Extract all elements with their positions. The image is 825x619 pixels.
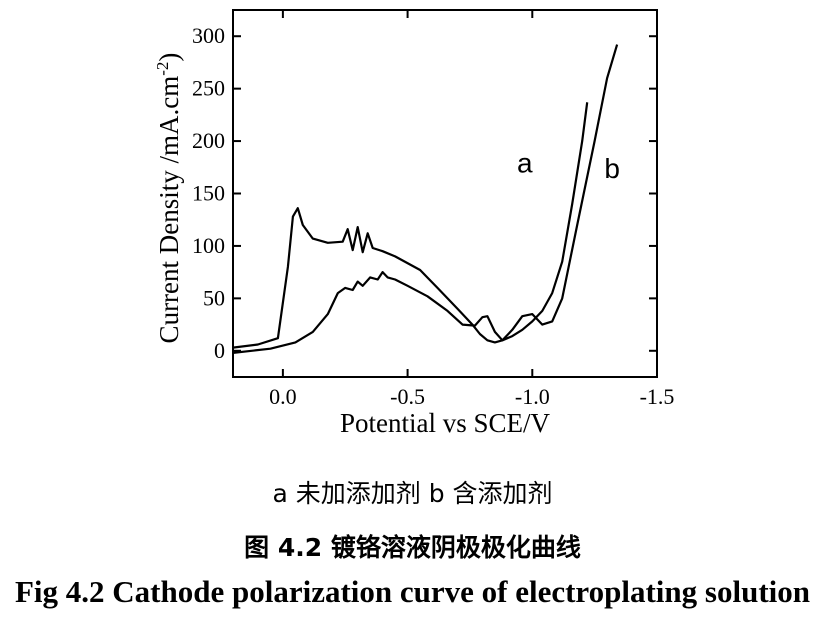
x-tick-label: -0.5 <box>390 384 425 409</box>
y-axis-label-main: Current Density /mA.cm <box>154 76 184 344</box>
x-tick-label: -1.5 <box>640 384 675 409</box>
figure-caption-chinese: 图 4.2 镀铬溶液阴极极化曲线 <box>244 533 581 562</box>
figure-caption-english: Fig 4.2 Cathode polarization curve of el… <box>14 574 811 609</box>
y-tick-label: 200 <box>192 128 225 153</box>
x-tick-label: 0.0 <box>269 384 297 409</box>
y-tick-label: 300 <box>192 23 225 48</box>
y-axis-label-close: ) <box>154 53 184 62</box>
series-line-b <box>232 44 619 354</box>
y-tick-label: 50 <box>203 285 225 310</box>
curve-label-b: b <box>604 153 620 184</box>
x-tick-label: -1.0 <box>515 384 550 409</box>
series-group <box>232 44 619 354</box>
y-axis-label: Current Density /mA.cm-2) <box>153 53 184 344</box>
x-axis-label: Potential vs SCE/V <box>340 408 551 438</box>
y-tick-label: 150 <box>192 181 225 206</box>
legend-caption: a 未加添加剂 b 含添加剂 <box>272 479 553 508</box>
y-tick-label: 100 <box>192 233 225 258</box>
y-tick-label: 0 <box>214 338 225 363</box>
curve-label-a: a <box>517 148 533 179</box>
y-axis-label-superscript: -2 <box>153 62 172 76</box>
axis-ticks: 0.0 -0.5 -1.0 -1.5 0 50 100 150 200 250 300 <box>192 10 674 409</box>
y-tick-label: 250 <box>192 76 225 101</box>
plot-frame <box>232 9 658 378</box>
series-line-a <box>232 102 589 349</box>
